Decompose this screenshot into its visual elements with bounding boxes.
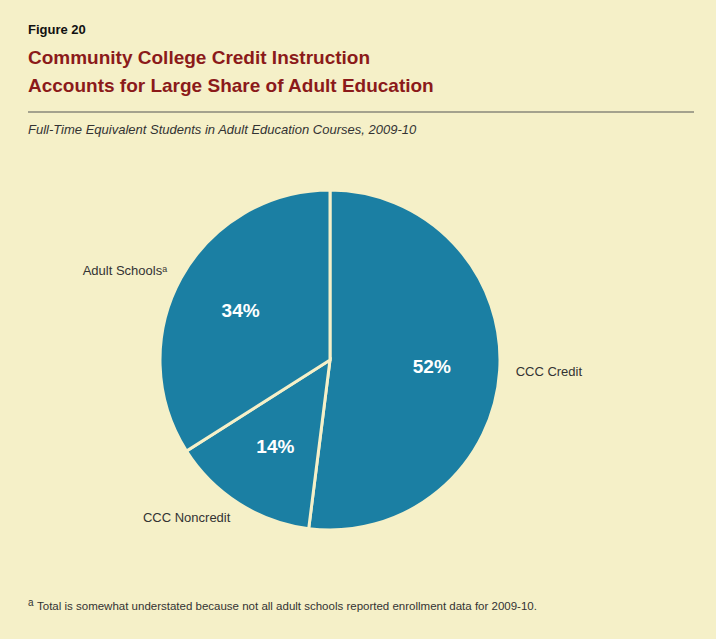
chart: Figure 20 Community College Credit Instru… [0,0,716,639]
category-label: CCC Noncredit [143,510,231,525]
rule [28,111,694,112]
category-label: CCC Credit [516,364,583,379]
footnote: Total is somewhat understated because no… [37,600,537,612]
data-label: 52% [413,356,451,377]
title: Community College Credit Instruction [28,47,370,68]
pie: 52% 14% 34% CCC Credit CCC Noncredit Adult Sc… [83,190,583,530]
data-label: 34% [222,300,260,321]
footnote-marker: a [28,597,34,608]
slice [309,190,500,530]
subtitle: Full-Time Equivalent Students in Adult E… [28,122,417,137]
background [0,0,716,639]
data-label: 14% [256,436,294,457]
title: Accounts for Large Share of Adult Educat… [28,75,434,96]
figure-label: Figure 20 [28,22,86,37]
category-label: Adult Schoolsᵃ [83,263,167,278]
slice [160,190,330,451]
